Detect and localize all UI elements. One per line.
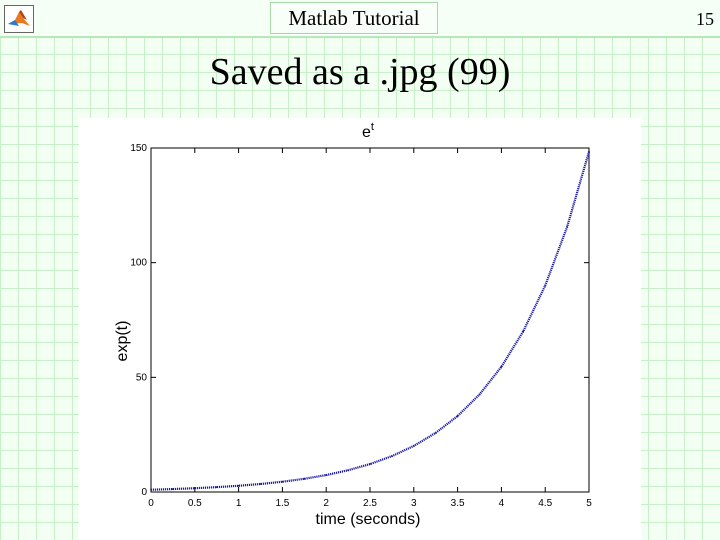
data-point (281, 480, 284, 483)
data-point (325, 474, 328, 476)
data-point (456, 415, 459, 417)
x-tick-label: 1 (236, 498, 242, 509)
x-tick-label: 0 (148, 498, 154, 509)
data-point (544, 284, 547, 287)
data-point (347, 469, 349, 472)
data-point (500, 365, 503, 368)
chart-title-base: e (362, 124, 371, 141)
y-tick-label: 50 (136, 372, 148, 383)
data-point (391, 455, 393, 458)
slide-title: Saved as a .jpg (99) (209, 51, 511, 93)
data-point (412, 445, 415, 447)
y-axis-label: exp(t) (114, 321, 131, 362)
x-tick-label: 3 (411, 498, 417, 509)
x-tick-label: 5 (586, 498, 592, 509)
data-point (369, 463, 371, 465)
plot-area-frame (150, 147, 590, 493)
page-number: 15 (696, 9, 714, 29)
x-tick-label: 1.5 (275, 498, 289, 509)
data-point (215, 486, 218, 489)
matlab-logo-icon (4, 5, 34, 33)
x-tick-label: 4.5 (538, 498, 552, 509)
chart-title: et (362, 121, 374, 141)
svg-text:et: et (362, 121, 374, 141)
data-point (588, 150, 590, 153)
chart: et time (seconds) exp(t) 0 0.5 1 1.5 2 2.5 3 3.… (114, 121, 592, 528)
x-tick-label: 2 (323, 498, 329, 509)
figure: et time (seconds) exp(t) 0 0.5 1 1.5 2 2.5 3 3.… (79, 118, 641, 540)
y-tick-label: 100 (130, 258, 147, 269)
data-point (193, 487, 196, 490)
x-tick-label: 4 (499, 498, 505, 509)
x-tick-label: 3.5 (451, 498, 465, 509)
data-point (566, 226, 568, 228)
data-point (237, 484, 240, 487)
chart-title-superscript: t (371, 121, 374, 133)
series-line (150, 151, 591, 491)
data-point (172, 488, 174, 490)
y-tick-label: 0 (141, 487, 147, 498)
x-tick-label: 0.5 (188, 498, 202, 509)
x-axis-label: time (seconds) (316, 511, 421, 528)
y-tick-label: 150 (130, 143, 147, 154)
data-point (478, 393, 481, 396)
x-tick-label: 2.5 (363, 498, 377, 509)
data-point (303, 477, 306, 480)
header-band: Matlab Tutorial 15 (0, 0, 720, 38)
data-point (150, 488, 152, 491)
data-point (434, 431, 437, 434)
tutorial-title: Matlab Tutorial (270, 2, 438, 34)
data-point (522, 330, 525, 333)
data-point (259, 483, 262, 485)
